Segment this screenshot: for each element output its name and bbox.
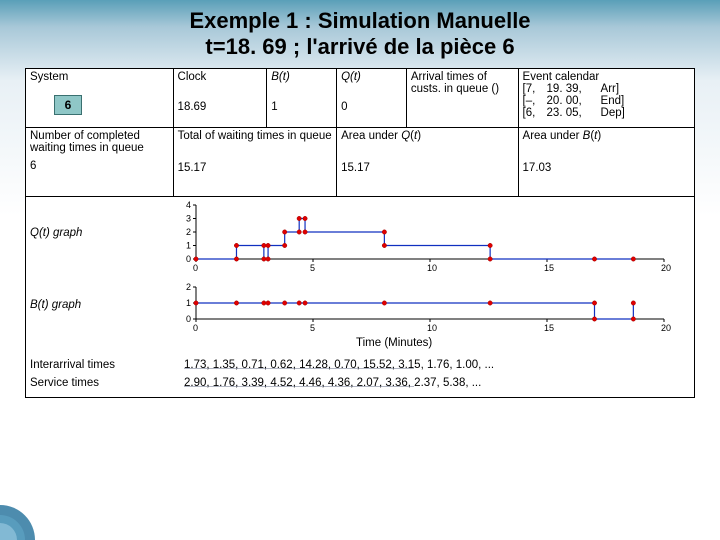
bt-graph-label: B(t) graph (30, 299, 81, 311)
ab-value: 17.03 (523, 162, 690, 174)
svg-text:4: 4 (186, 201, 191, 210)
evcal-row-0: [7, 19. 39, Arr] (523, 83, 690, 95)
qt-label: Q(t) (341, 71, 402, 83)
evcal-row-1: [–, 20. 00, End] (523, 95, 690, 107)
evcal-row-2: [6, 23. 05, Dep] (523, 107, 690, 119)
aq-value: 15.17 (341, 162, 513, 174)
bt-label: B(t) (271, 71, 332, 83)
piece-box: 6 (54, 95, 82, 115)
cell-system: System 6 (26, 69, 174, 127)
cell-bt: B(t) 1 (267, 69, 337, 127)
svg-text:10: 10 (427, 263, 437, 273)
svg-text:1: 1 (186, 241, 191, 251)
svg-text:2: 2 (186, 227, 191, 237)
num-sub: 6 (30, 160, 169, 172)
tot-label: Total of waiting times in queue (178, 130, 333, 142)
service-values: 2.90, 1.76, 3.39, 4.52, 4.46, 4.36, 2.07… (184, 377, 481, 389)
aq-label: Area under Q(t) (341, 130, 513, 142)
title-block: Exemple 1 : Simulation Manuelle t=18. 69… (0, 0, 720, 66)
cell-num-completed: Number of completed waiting times in que… (26, 128, 174, 196)
qt-chart: 0 1 2 3 4 0 5 10 15 20 (174, 201, 674, 273)
corner-decoration-icon (0, 485, 55, 540)
cell-event-calendar: Event calendar [7, 19. 39, Arr] [–, 20. … (519, 69, 694, 127)
svg-text:0: 0 (186, 314, 191, 324)
svg-text:2: 2 (186, 283, 191, 292)
clock-label: Clock (178, 71, 263, 83)
qt-value: 0 (341, 101, 402, 113)
ab-label: Area under B(t) (523, 130, 690, 142)
svg-text:10: 10 (427, 323, 437, 333)
svg-text:15: 15 (544, 323, 554, 333)
svg-text:0: 0 (193, 263, 198, 273)
system-label: System (30, 71, 169, 83)
cell-total-wait: Total of waiting times in queue 15.17 (174, 128, 338, 196)
time-axis-label: Time (Minutes) (356, 337, 432, 349)
qt-graph-label: Q(t) graph (30, 227, 82, 239)
row-state: System 6 Clock 18.69 B(t) 1 Q(t) 0 Arriv… (26, 69, 694, 128)
arr-label: Arrival times of custs. in queue () (411, 71, 514, 95)
svg-text:5: 5 (310, 323, 315, 333)
bt-value: 1 (271, 101, 332, 113)
cell-arrival-times: Arrival times of custs. in queue () (407, 69, 519, 127)
svg-text:20: 20 (661, 263, 671, 273)
svg-text:5: 5 (310, 263, 315, 273)
row-stats: Number of completed waiting times in que… (26, 128, 694, 197)
title-line2: t=18. 69 ; l'arrivé de la pièce 6 (0, 34, 720, 60)
simulation-table: System 6 Clock 18.69 B(t) 1 Q(t) 0 Arriv… (25, 68, 695, 398)
svg-text:0: 0 (193, 323, 198, 333)
interarrival-label: Interarrival times (30, 359, 115, 371)
strikethrough-1 (184, 368, 414, 369)
row-graphs: Q(t) graph B(t) graph Time (Minutes) Int… (26, 197, 694, 397)
cell-qt: Q(t) 0 (337, 69, 407, 127)
tot-value: 15.17 (178, 162, 333, 174)
svg-text:0: 0 (186, 254, 191, 264)
strikethrough-2 (184, 386, 414, 387)
service-label: Service times (30, 377, 99, 389)
evcal-label: Event calendar (523, 71, 690, 83)
clock-value: 18.69 (178, 101, 263, 113)
bt-chart: 01205101520 (174, 283, 674, 333)
cell-area-b: Area under B(t) 17.03 (519, 128, 694, 196)
svg-text:20: 20 (661, 323, 671, 333)
cell-clock: Clock 18.69 (174, 69, 268, 127)
cell-area-q: Area under Q(t) 15.17 (337, 128, 518, 196)
num-label: Number of completed waiting times in que… (30, 130, 169, 154)
interarrival-values: 1.73, 1.35, 0.71, 0.62, 14.28, 0.70, 15.… (184, 359, 494, 371)
svg-text:15: 15 (544, 263, 554, 273)
title-line1: Exemple 1 : Simulation Manuelle (0, 8, 720, 34)
svg-text:3: 3 (186, 214, 191, 224)
svg-text:1: 1 (186, 298, 191, 308)
